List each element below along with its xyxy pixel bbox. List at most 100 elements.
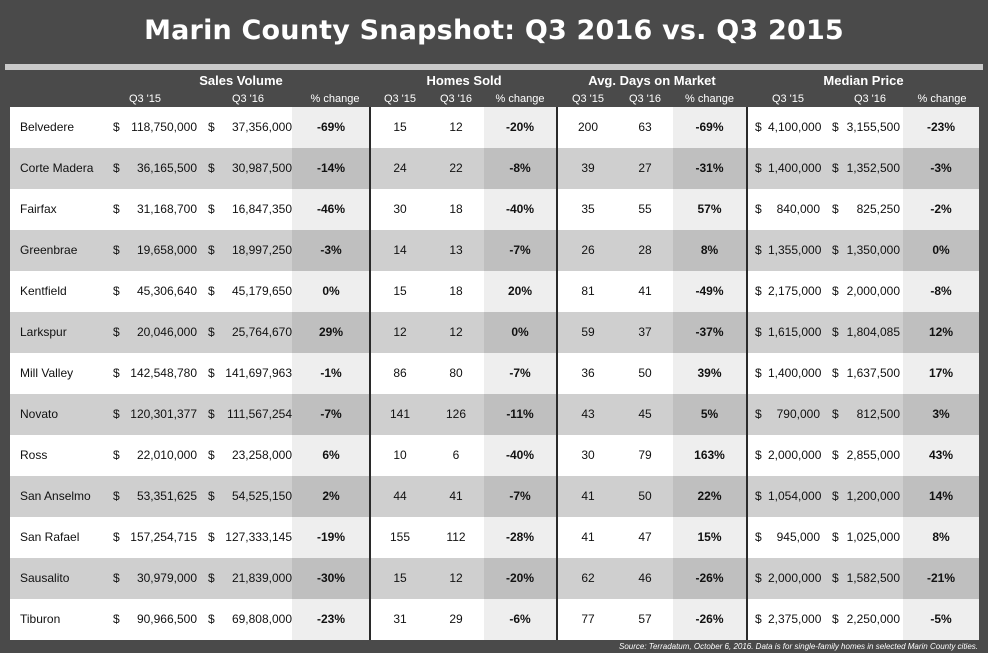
currency-symbol: $ xyxy=(755,202,762,216)
value-cell: 41 xyxy=(581,489,595,503)
value-cell: 45 xyxy=(638,407,652,421)
value-cell: 86 xyxy=(393,366,407,380)
value-cell: 47 xyxy=(638,530,652,544)
source-note: Source: Terradatum, October 6, 2016. Dat… xyxy=(619,642,978,651)
pct-change-cell: -23% xyxy=(903,107,979,148)
pct-change-cell: 20% xyxy=(484,271,556,312)
currency-symbol: $ xyxy=(208,571,215,585)
value-cell: 840,000 xyxy=(776,202,820,216)
currency-symbol: $ xyxy=(208,161,215,175)
value-cell: 50 xyxy=(638,366,652,380)
currency-symbol: $ xyxy=(208,284,215,298)
currency-symbol: $ xyxy=(832,325,839,339)
pct-change-cell: 0% xyxy=(903,230,979,271)
value-cell: 1,025,000 xyxy=(846,530,900,544)
currency-symbol: $ xyxy=(755,571,762,585)
value-cell: 36 xyxy=(581,366,595,380)
value-cell: 24 xyxy=(393,161,407,175)
table-row: San Rafael $157,254,715 $127,333,145 -19% 15… xyxy=(10,517,979,558)
pct-change-cell: 15% xyxy=(673,517,746,558)
value-cell: 77 xyxy=(581,612,595,626)
value-cell: 18 xyxy=(449,284,463,298)
value-cell: 112 xyxy=(446,530,466,544)
city-name: Mill Valley xyxy=(20,366,74,380)
table-row: Fairfax $31,168,700 $16,847,350 -46% 30 18 -40… xyxy=(10,189,979,230)
pct-change-cell: -7% xyxy=(484,353,556,394)
value-cell: 23,258,000 xyxy=(231,448,292,462)
value-cell: 27 xyxy=(638,161,652,175)
currency-symbol: $ xyxy=(755,448,762,462)
value-cell: 141 xyxy=(389,407,411,421)
pct-change-cell: -3% xyxy=(292,230,370,271)
group-header-sales-volume: Sales Volume xyxy=(199,73,283,88)
city-name: Corte Madera xyxy=(20,161,94,175)
value-cell: 30 xyxy=(581,448,595,462)
column-header: Q3 '16 xyxy=(439,93,473,105)
value-cell: 1,804,085 xyxy=(846,325,900,339)
currency-symbol: $ xyxy=(208,366,215,380)
pct-change-cell: -5% xyxy=(903,599,979,640)
value-cell: 59 xyxy=(581,325,595,339)
pct-change-cell: -40% xyxy=(484,189,556,230)
pct-change-cell: 43% xyxy=(903,435,979,476)
city-name: Belvedere xyxy=(20,120,75,134)
currency-symbol: $ xyxy=(113,284,120,298)
value-cell: 14 xyxy=(393,243,407,257)
pct-change-cell: 5% xyxy=(673,394,746,435)
currency-symbol: $ xyxy=(832,612,839,626)
value-cell: 31,168,700 xyxy=(136,202,197,216)
currency-symbol: $ xyxy=(755,530,762,544)
pct-change-cell: 39% xyxy=(673,353,746,394)
value-cell: 2,000,000 xyxy=(846,284,900,298)
table-row: Novato $120,301,377 $111,567,254 -7% 141 126 -… xyxy=(10,394,979,435)
currency-symbol: $ xyxy=(832,571,839,585)
pct-change-cell: -8% xyxy=(903,271,979,312)
column-header: Q3 '15 xyxy=(128,93,162,105)
pct-change-cell: -30% xyxy=(292,558,370,599)
column-header: % change xyxy=(495,93,545,105)
value-cell: 1,637,500 xyxy=(846,366,900,380)
value-cell: 790,000 xyxy=(776,407,820,421)
pct-change-cell: -28% xyxy=(484,517,556,558)
value-cell: 141,697,963 xyxy=(225,366,292,380)
table-row: Greenbrae $19,658,000 $18,997,250 -3% 14 13 -7… xyxy=(10,230,979,271)
value-cell: 41 xyxy=(581,530,595,544)
column-header: Q3 '15 xyxy=(383,93,417,105)
city-name: Sausalito xyxy=(20,571,70,585)
pct-change-cell: -31% xyxy=(673,148,746,189)
value-cell: 25,764,670 xyxy=(231,325,292,339)
value-cell: 200 xyxy=(577,120,599,134)
column-header: Q3 '16 xyxy=(231,93,265,105)
value-cell: 12 xyxy=(449,325,463,339)
value-cell: 45,306,640 xyxy=(136,284,197,298)
value-cell: 63 xyxy=(638,120,652,134)
value-cell: 81 xyxy=(581,284,595,298)
currency-symbol: $ xyxy=(113,161,120,175)
value-cell: 1,355,000 xyxy=(768,243,822,257)
table-row: Tiburon $90,966,500 $69,808,000 -23% 31 29 -6%… xyxy=(10,599,979,640)
currency-symbol: $ xyxy=(832,202,839,216)
group-header-median-price: Median Price xyxy=(823,73,904,88)
value-cell: 37 xyxy=(638,325,652,339)
currency-symbol: $ xyxy=(832,366,839,380)
currency-symbol: $ xyxy=(113,489,120,503)
pct-change-cell: -19% xyxy=(292,517,370,558)
value-cell: 15 xyxy=(393,571,407,585)
currency-symbol: $ xyxy=(832,407,839,421)
column-header: Q3 '16 xyxy=(628,93,662,105)
currency-symbol: $ xyxy=(755,612,762,626)
currency-symbol: $ xyxy=(113,325,120,339)
pct-change-cell: 57% xyxy=(673,189,746,230)
value-cell: 1,350,000 xyxy=(846,243,900,257)
pct-change-cell: 12% xyxy=(903,312,979,353)
value-cell: 30,987,500 xyxy=(231,161,292,175)
value-cell: 54,525,150 xyxy=(231,489,292,503)
value-cell: 12 xyxy=(449,120,463,134)
value-cell: 1,054,000 xyxy=(768,489,822,503)
value-cell: 2,250,000 xyxy=(846,612,900,626)
pct-change-cell: 17% xyxy=(903,353,979,394)
pct-change-cell: -2% xyxy=(903,189,979,230)
city-name: San Rafael xyxy=(20,530,80,544)
table-row: Larkspur $20,046,000 $25,764,670 29% 12 12 0% 5… xyxy=(10,312,979,353)
value-cell: 21,839,000 xyxy=(231,571,292,585)
